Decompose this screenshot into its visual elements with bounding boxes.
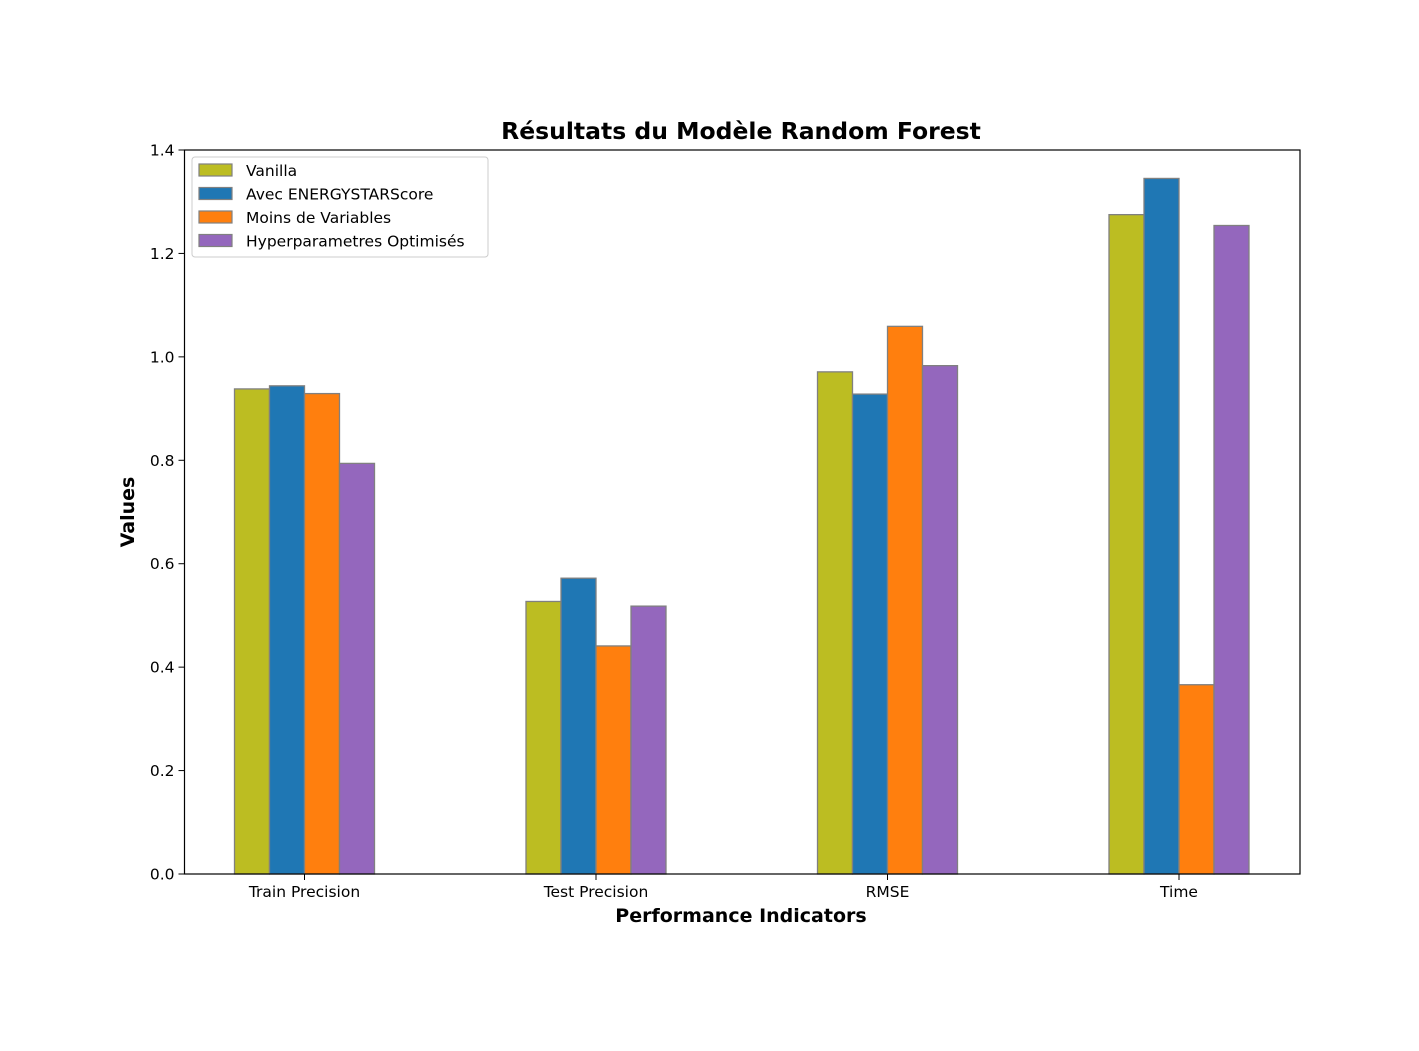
bar-vanilla-time — [1108, 213, 1145, 875]
y-tick-label: 0.6 — [150, 555, 175, 573]
bar-moins-de-variables-test-precision — [595, 645, 632, 875]
x-tick-label: Train Precision — [248, 883, 360, 901]
bar-hyperparametres-optimis-s-train-precision — [338, 462, 376, 875]
x-tick-label: RMSE — [866, 883, 910, 901]
bar-hyperparametres-optimis-s-rmse — [921, 364, 959, 875]
bar-moins-de-variables-time — [1178, 684, 1215, 875]
bar-vanilla-train-precision — [233, 388, 271, 875]
bar-moins-de-variables-rmse — [886, 325, 924, 875]
y-tick-label: 0.2 — [150, 762, 175, 780]
legend-label: Moins de Variables — [246, 209, 391, 227]
y-tick-label: 0.0 — [150, 866, 175, 884]
bar-avec-energystarscore-rmse — [851, 393, 889, 875]
y-tick-label: 0.4 — [150, 659, 175, 677]
y-tick-label: 1.0 — [150, 348, 175, 366]
bar-hyperparametres-optimis-s-time — [1213, 224, 1250, 875]
bar-hyperparametres-optimis-s-test-precision — [630, 605, 667, 875]
x-tick-label: Time — [1159, 883, 1198, 901]
x-axis: Train Precision Test Precision RMSE Time — [248, 874, 1198, 901]
bar-avec-energystarscore-time — [1143, 177, 1180, 875]
y-tick-label: 1.2 — [150, 245, 175, 263]
legend-swatch — [198, 163, 233, 177]
y-tick-label: 0.8 — [150, 452, 175, 470]
legend-box — [191, 156, 489, 258]
y-tick-label: 1.4 — [150, 142, 175, 160]
bar-vanilla-rmse — [816, 371, 854, 875]
chart-title: Résultats du Modèle Random Forest — [501, 117, 981, 145]
bars — [233, 177, 1250, 875]
legend-swatch — [198, 233, 233, 248]
x-axis-title: Performance Indicators — [615, 905, 866, 927]
plot-frame — [183, 149, 1301, 875]
legend-swatch — [198, 186, 233, 201]
bar-vanilla-test-precision — [525, 600, 562, 875]
x-tick-label: Test Precision — [543, 883, 649, 901]
bar-avec-energystarscore-test-precision — [560, 577, 597, 875]
y-axis: 0.0 0.2 0.4 0.6 0.8 1.0 1.2 1.4 — [150, 142, 185, 884]
legend-label: Hyperparametres Optimisés — [246, 233, 465, 251]
legend: Vanilla Avec ENERGYSTARScore Moins de Vari… — [191, 156, 489, 258]
legend-swatch — [198, 210, 233, 224]
bar-avec-energystarscore-train-precision — [268, 385, 306, 875]
bar-moins-de-variables-train-precision — [303, 392, 341, 875]
legend-label: Vanilla — [246, 162, 297, 180]
legend-label: Avec ENERGYSTARScore — [246, 186, 433, 204]
y-axis-title: Values — [117, 477, 139, 548]
